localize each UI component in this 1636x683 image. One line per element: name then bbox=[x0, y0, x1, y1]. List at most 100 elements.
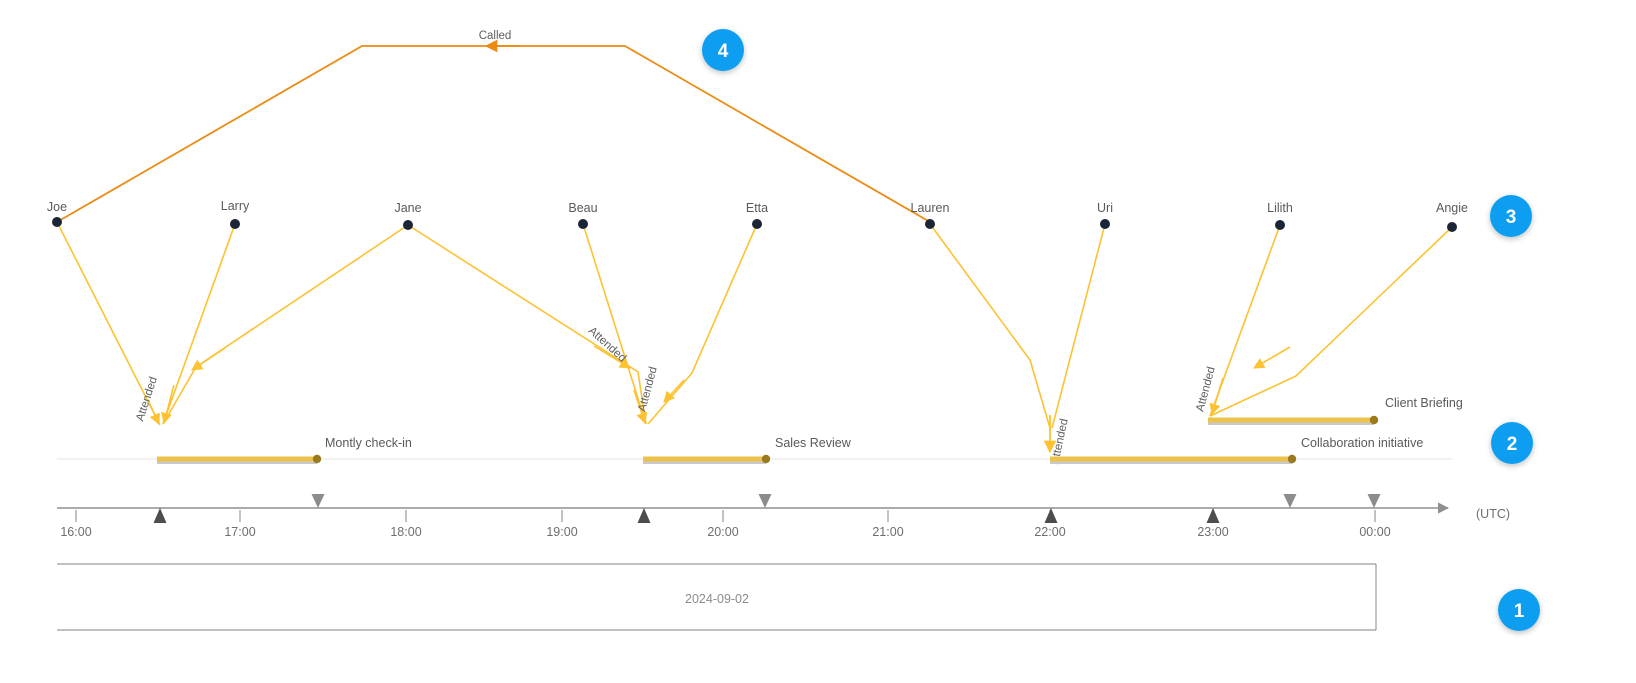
axis-tick-label: 22:00 bbox=[1034, 525, 1065, 539]
axis-tick-label: 17:00 bbox=[224, 525, 255, 539]
axis-down-markers bbox=[311, 494, 1381, 508]
edge-arrow-jane-left bbox=[191, 347, 226, 371]
date-label: 2024-09-02 bbox=[685, 592, 749, 606]
edge-larry-to-montly-check-in bbox=[162, 223, 236, 425]
edge-arrow-lilith bbox=[1209, 377, 1224, 416]
person-node-beau[interactable]: Beau bbox=[568, 201, 598, 229]
event-label-sales-review: Sales Review bbox=[775, 436, 852, 450]
badge-number: 3 bbox=[1506, 207, 1517, 228]
badge-number: 2 bbox=[1507, 434, 1518, 455]
person-node-larry[interactable]: Larry bbox=[221, 199, 250, 229]
axis-tick-label: 16:00 bbox=[60, 525, 91, 539]
person-label-uri: Uri bbox=[1097, 201, 1113, 215]
callout-badge-2[interactable]: 2 bbox=[1491, 422, 1533, 464]
time-axis: 16:00 17:00 18:00 19:00 20:00 21:00 22:0… bbox=[57, 494, 1510, 539]
edge-label-called: Called bbox=[479, 30, 512, 42]
axis-tick-label: 20:00 bbox=[707, 525, 738, 539]
event-label-client-briefing: Client Briefing bbox=[1385, 396, 1463, 410]
person-dot[interactable] bbox=[578, 219, 588, 229]
event-collaboration-initiative[interactable]: Collaboration initiative bbox=[1050, 436, 1423, 464]
marker-down-triangle-icon bbox=[758, 494, 772, 508]
person-node-uri[interactable]: Uri bbox=[1097, 201, 1113, 229]
person-label-lilith: Lilith bbox=[1267, 201, 1293, 215]
marker-up-triangle-icon bbox=[637, 508, 651, 523]
callout-badge-1[interactable]: 1 bbox=[1498, 589, 1540, 631]
edge-joe-to-montly-check-in bbox=[56, 221, 161, 426]
relationship-called: Called bbox=[56, 30, 931, 223]
edge-arrow-joe bbox=[147, 399, 160, 426]
person-label-etta: Etta bbox=[746, 201, 768, 215]
badge-circle[interactable] bbox=[702, 29, 744, 71]
marker-up-triangle-icon bbox=[153, 508, 167, 523]
person-node-jane[interactable]: Jane bbox=[394, 201, 422, 230]
person-label-jane: Jane bbox=[394, 201, 421, 215]
edge-lauren-to-collaboration bbox=[929, 223, 1051, 429]
axis-ticks bbox=[75, 510, 1376, 522]
relationship-group-collaboration-initiative: Attended bbox=[929, 223, 1106, 465]
marker-down-triangle-icon bbox=[1367, 494, 1381, 508]
marker-down-triangle-icon bbox=[311, 494, 325, 508]
person-dot[interactable] bbox=[752, 219, 762, 229]
edge-angie-to-client-briefing bbox=[1209, 226, 1453, 417]
marker-up-triangle-icon bbox=[1044, 508, 1058, 523]
date-band: 2024-09-02 bbox=[57, 563, 1377, 631]
event-end-dot bbox=[761, 454, 771, 464]
event-client-briefing[interactable]: Client Briefing bbox=[1208, 396, 1463, 425]
event-end-dot bbox=[1287, 454, 1297, 464]
person-node-etta[interactable]: Etta bbox=[746, 201, 768, 229]
edge-uri-to-collaboration bbox=[1051, 223, 1106, 429]
edge-arrow-etta bbox=[663, 379, 685, 403]
axis-tick-label: 00:00 bbox=[1359, 525, 1390, 539]
badge-number: 1 bbox=[1514, 601, 1525, 622]
person-dot[interactable] bbox=[1275, 220, 1285, 230]
edge-jane-to-montly-check-in bbox=[162, 224, 409, 425]
event-end-dot bbox=[312, 454, 322, 464]
edge-arrow-beau bbox=[633, 389, 648, 425]
person-node-angie[interactable]: Angie bbox=[1436, 201, 1468, 232]
person-node-lilith[interactable]: Lilith bbox=[1267, 201, 1293, 230]
person-dot[interactable] bbox=[403, 220, 413, 230]
edge-arrow-larry bbox=[161, 384, 175, 425]
person-label-beau: Beau bbox=[568, 201, 597, 215]
badge-circle[interactable] bbox=[1490, 195, 1532, 237]
person-label-joe: Joe bbox=[47, 200, 67, 214]
axis-up-markers bbox=[153, 508, 1220, 523]
callout-badge-3[interactable]: 3 bbox=[1490, 195, 1532, 237]
edge-etta-to-sales-review bbox=[647, 223, 758, 425]
edge-arrow-jane-right bbox=[593, 345, 631, 369]
event-sales-review[interactable]: Sales Review bbox=[643, 436, 852, 464]
axis-tick-label: 18:00 bbox=[390, 525, 421, 539]
person-label-larry: Larry bbox=[221, 199, 250, 213]
badge-circle[interactable] bbox=[1498, 589, 1540, 631]
person-node-lauren[interactable]: Lauren bbox=[911, 201, 950, 229]
event-label-collaboration-initiative: Collaboration initiative bbox=[1301, 436, 1423, 450]
timezone-label: (UTC) bbox=[1476, 507, 1510, 521]
edge-jane-to-sales-review bbox=[407, 224, 647, 425]
axis-tick-label: 23:00 bbox=[1197, 525, 1228, 539]
person-dot[interactable] bbox=[1100, 219, 1110, 229]
event-end-dot bbox=[1369, 415, 1379, 425]
marker-up-triangle-icon bbox=[1206, 508, 1220, 523]
edge-arrow-angie bbox=[1253, 346, 1291, 369]
person-dot[interactable] bbox=[230, 219, 240, 229]
callout-badge-4[interactable]: 4 bbox=[702, 29, 744, 71]
badge-circle[interactable] bbox=[1491, 422, 1533, 464]
called-edge-path bbox=[56, 45, 931, 223]
person-dot[interactable] bbox=[1447, 222, 1457, 232]
badge-number: 4 bbox=[718, 41, 729, 62]
edge-beau-to-sales-review bbox=[582, 223, 647, 425]
marker-down-triangle-icon bbox=[1283, 494, 1297, 508]
person-dot[interactable] bbox=[52, 217, 62, 227]
relationship-group-client-briefing: Attended bbox=[1194, 224, 1453, 417]
person-node-joe[interactable]: Joe bbox=[47, 200, 67, 227]
axis-tick-label: 21:00 bbox=[872, 525, 903, 539]
relationship-group-sales-review: Attended Attended bbox=[407, 223, 758, 425]
relationship-group-montly-check-in: Attended bbox=[56, 221, 409, 426]
event-montly-check-in[interactable]: Montly check-in bbox=[157, 436, 412, 464]
person-label-angie: Angie bbox=[1436, 201, 1468, 215]
axis-tick-label: 19:00 bbox=[546, 525, 577, 539]
person-label-lauren: Lauren bbox=[911, 201, 950, 215]
person-dot[interactable] bbox=[925, 219, 935, 229]
